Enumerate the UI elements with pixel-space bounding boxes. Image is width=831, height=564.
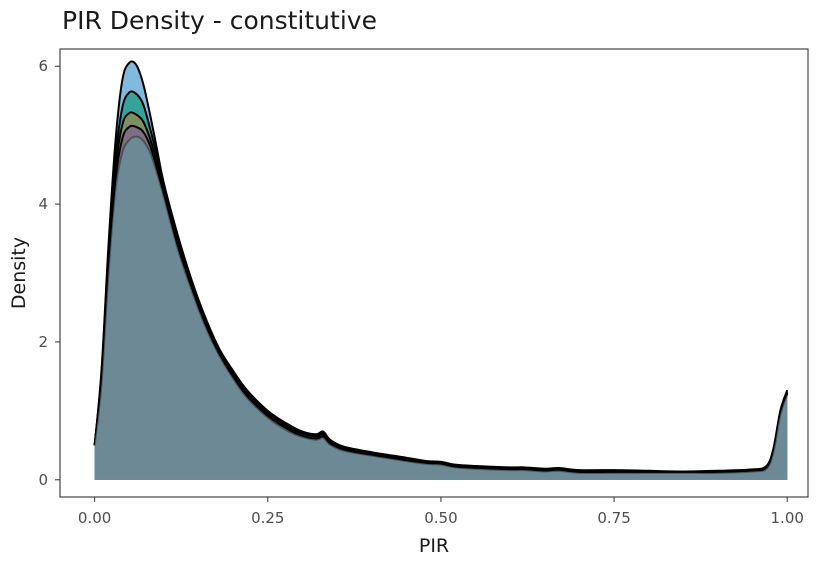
chart-title: PIR Density - constitutive: [62, 6, 377, 35]
x-tick-label: 0.00: [78, 509, 111, 527]
x-tick-label: 0.25: [251, 509, 284, 527]
x-axis-title: PIR: [419, 535, 449, 557]
x-tick-label: 0.75: [597, 509, 630, 527]
density-areas: [93, 60, 789, 480]
y-tick-label: 4: [38, 195, 48, 213]
y-axis: 0 2 4 6: [38, 57, 60, 489]
density-line-4: [93, 124, 789, 474]
density-line-5: [93, 135, 789, 475]
x-axis: 0.00 0.25 0.50 0.75 1.00: [78, 497, 804, 527]
y-tick-label: 0: [38, 471, 48, 489]
x-tick-label: 1.00: [771, 509, 804, 527]
density-area-5: [94, 136, 788, 480]
y-axis-title: Density: [8, 237, 30, 309]
y-tick-label: 2: [38, 333, 48, 351]
y-tick-label: 6: [38, 57, 48, 75]
x-tick-label: 0.50: [424, 509, 457, 527]
